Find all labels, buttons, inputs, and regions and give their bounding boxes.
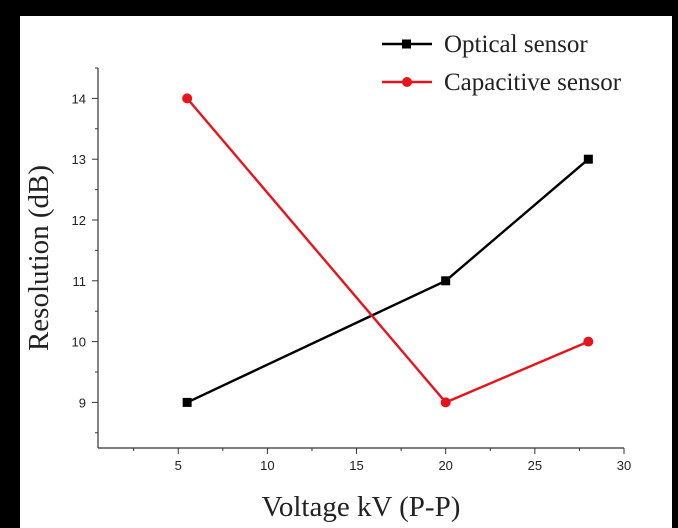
legend-marker — [402, 77, 412, 87]
capacitive-sensor-point — [583, 336, 594, 347]
y-tick-label: 10 — [72, 335, 86, 350]
legend-item-capacitive-sensor: Capacitive sensor — [382, 69, 622, 96]
plot-panel: 5 10 15 20 25 30 9 10 11 12 13 14 Optical sensor Cap… — [20, 16, 672, 528]
line-chart: 5 10 15 20 25 30 9 10 11 12 13 14 Optical sensor Cap… — [23, 31, 631, 523]
optical-sensor-line — [186, 158, 590, 404]
y-tick-label: 12 — [72, 213, 86, 228]
capacitive-sensor-point — [182, 93, 193, 104]
optical-sensor-point — [583, 154, 593, 164]
legend-label: Capacitive sensor — [444, 69, 622, 96]
x-tick-label: 30 — [617, 458, 631, 473]
optical-sensor-point — [441, 276, 451, 286]
legend-marker — [402, 39, 411, 49]
x-tick-label: 15 — [349, 458, 363, 473]
y-tick-label: 13 — [72, 152, 86, 167]
y-tick-label: 11 — [73, 274, 87, 289]
x-tick-label: 25 — [528, 458, 542, 473]
legend-label: Optical sensor — [444, 31, 588, 58]
legend: Optical sensor Capacitive sensor — [382, 31, 622, 96]
capacitive-sensor-line — [186, 97, 589, 404]
series-optical-sensor — [182, 154, 593, 407]
y-tick-label: 14 — [72, 91, 86, 106]
optical-sensor-point — [182, 397, 192, 407]
legend-item-optical-sensor: Optical sensor — [382, 31, 588, 58]
x-tick-label: 5 — [175, 458, 182, 473]
series-capacitive-sensor — [182, 93, 594, 408]
y-tick-label: 9 — [79, 395, 86, 410]
series-layer — [182, 93, 594, 408]
axes: 5 10 15 20 25 30 9 10 11 12 13 14 — [72, 67, 631, 473]
x-tick-label: 20 — [438, 458, 452, 473]
y-axis-title: Resolution (dB) — [23, 165, 55, 351]
capacitive-sensor-point — [440, 397, 451, 408]
x-axis-title: Voltage kV (P-P) — [262, 491, 461, 523]
x-tick-label: 10 — [260, 458, 274, 473]
